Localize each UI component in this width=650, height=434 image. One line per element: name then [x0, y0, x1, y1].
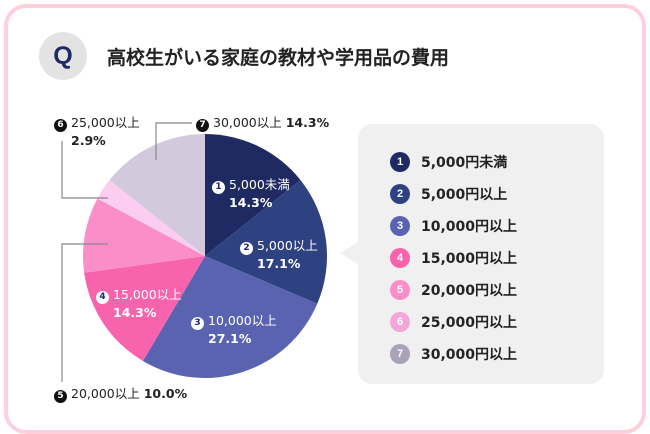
legend-number-5: 5	[390, 280, 410, 300]
leader-line-7	[155, 122, 192, 160]
number-badge-1: 1	[212, 181, 225, 194]
number-badge-5: 5	[54, 390, 67, 403]
slice-label-text: 10,000以上	[208, 313, 277, 328]
slice-label-5: 5 20,000以上 10.0%	[54, 385, 187, 403]
legend-number-4: 4	[390, 248, 410, 268]
pie-slice-6	[97, 180, 205, 256]
legend-item-3: 3 10,000円以上	[390, 216, 517, 236]
legend-number-3: 3	[390, 216, 410, 236]
number-badge-7: 7	[196, 119, 209, 132]
pie-slice-3	[142, 256, 318, 378]
slice-label-text: 25,000以上	[71, 115, 140, 130]
slice-label-3: 3 10,000以上 27.1%	[191, 312, 277, 347]
slice-label-6: 6 25,000以上 2.9%	[54, 114, 140, 149]
pie-slice-5	[82, 198, 205, 273]
legend-label: 30,000円以上	[421, 347, 518, 363]
pie-slice-4	[84, 256, 205, 362]
slice-value: 14.3%	[285, 115, 330, 130]
slice-value: 14.3%	[113, 305, 157, 320]
legend-label: 5,000円未満	[421, 155, 508, 171]
legend-panel: 1 5,000円未満 2 5,000円以上 3 10,000円以上 4 15,0…	[358, 124, 604, 384]
slice-label-text: 5,000以上	[257, 238, 318, 253]
slice-label-text: 20,000以上	[71, 386, 140, 401]
slice-label-text: 5,000未満	[229, 177, 290, 192]
slice-value: 27.1%	[208, 331, 252, 346]
legend-number-7: 7	[390, 344, 410, 364]
pie-slice-2	[205, 180, 328, 304]
legend-number-6: 6	[390, 312, 410, 332]
slice-value: 2.9%	[71, 133, 106, 148]
legend-number-1: 1	[390, 152, 410, 172]
slice-value: 10.0%	[143, 386, 188, 401]
legend-label: 25,000円以上	[421, 315, 518, 331]
slice-label-text: 15,000以上	[113, 287, 182, 302]
legend-label: 5,000円以上	[421, 187, 508, 203]
slice-value: 14.3%	[229, 195, 273, 210]
number-badge-4: 4	[96, 291, 109, 304]
slice-label-2: 2 5,000以上 17.1%	[240, 237, 318, 272]
pie-slice-7	[109, 134, 205, 256]
leader-line-5	[61, 243, 108, 382]
legend-item-5: 5 20,000円以上	[390, 280, 517, 300]
chart-title: 高校生がいる家庭の教材や学用品の費用	[107, 47, 450, 69]
pie-slice-1	[205, 134, 301, 256]
legend-label: 10,000円以上	[421, 219, 518, 235]
number-badge-6: 6	[54, 119, 67, 132]
slice-label-1: 1 5,000未満 14.3%	[212, 176, 290, 211]
slice-label-7: 7 30,000以上 14.3%	[196, 114, 329, 132]
legend-item-2: 2 5,000円以上	[390, 184, 507, 204]
slice-value: 17.1%	[257, 256, 301, 271]
legend-label: 20,000円以上	[421, 283, 518, 299]
legend-pointer	[340, 242, 358, 264]
number-badge-3: 3	[191, 317, 204, 330]
legend-item-4: 4 15,000円以上	[390, 248, 517, 268]
legend-item-7: 7 30,000円以上	[390, 344, 517, 364]
slice-label-text: 30,000以上	[213, 115, 282, 130]
legend-number-2: 2	[390, 184, 410, 204]
legend-item-1: 1 5,000円未満	[390, 152, 507, 172]
slice-label-4: 4 15,000以上 14.3%	[96, 286, 182, 321]
legend-label: 15,000円以上	[421, 251, 518, 267]
legend-item-6: 6 25,000円以上	[390, 312, 517, 332]
number-badge-2: 2	[240, 242, 253, 255]
q-badge: Q	[39, 32, 87, 80]
leader-line-6	[61, 141, 108, 199]
